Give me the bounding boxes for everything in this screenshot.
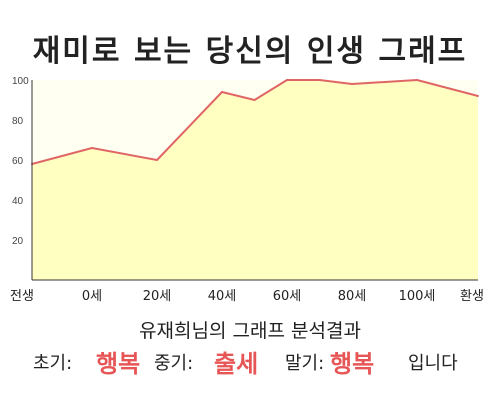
x-tick-label: 60세 — [273, 289, 302, 304]
data-point — [351, 83, 353, 85]
x-tick-label: 80세 — [338, 289, 367, 304]
x-axis-ticks: 전생 0세 20세 40세 60세 80세 100세 환생 — [10, 289, 484, 304]
data-point — [416, 79, 418, 81]
y-tick-label: 100 — [12, 76, 29, 87]
data-point — [91, 147, 93, 149]
y-tick-label: 60 — [12, 156, 24, 167]
y-axis-ticks: 100 80 60 40 20 — [12, 76, 29, 247]
late-value: 행복 — [330, 350, 375, 378]
late-label: 말기: — [285, 353, 325, 374]
chart-title: 재미로 보는 당신의 인생 그래프 — [32, 34, 468, 69]
y-tick-label: 20 — [12, 236, 24, 247]
x-tick-label: 환생 — [460, 289, 484, 304]
data-point — [221, 91, 223, 93]
middle-value: 출세 — [214, 350, 259, 378]
middle-label: 중기: — [154, 353, 194, 374]
x-tick-label: 40세 — [208, 289, 237, 304]
data-point — [156, 159, 158, 161]
result-ending: 입니다 — [408, 353, 458, 374]
life-line — [31, 79, 479, 165]
x-tick-label: 100세 — [399, 289, 436, 304]
analysis-heading: 유재희님의 그래프 분석결과 — [139, 320, 361, 342]
x-tick-label: 0세 — [82, 289, 102, 304]
x-tick-label: 전생 — [10, 289, 34, 304]
y-tick-label: 40 — [12, 196, 24, 207]
x-tick-label: 20세 — [143, 289, 172, 304]
y-tick-label: 80 — [12, 116, 24, 127]
data-point — [286, 79, 288, 81]
data-point — [253, 99, 256, 101]
analysis-result: 초기: 행복 중기: 출세 말기: 행복 입니다 — [0, 346, 500, 382]
plot-layer — [31, 79, 479, 280]
early-value: 행복 — [96, 350, 141, 378]
early-label: 초기: — [33, 353, 73, 374]
data-point — [477, 95, 479, 97]
data-point — [318, 79, 321, 81]
life-area-fill — [32, 80, 478, 280]
